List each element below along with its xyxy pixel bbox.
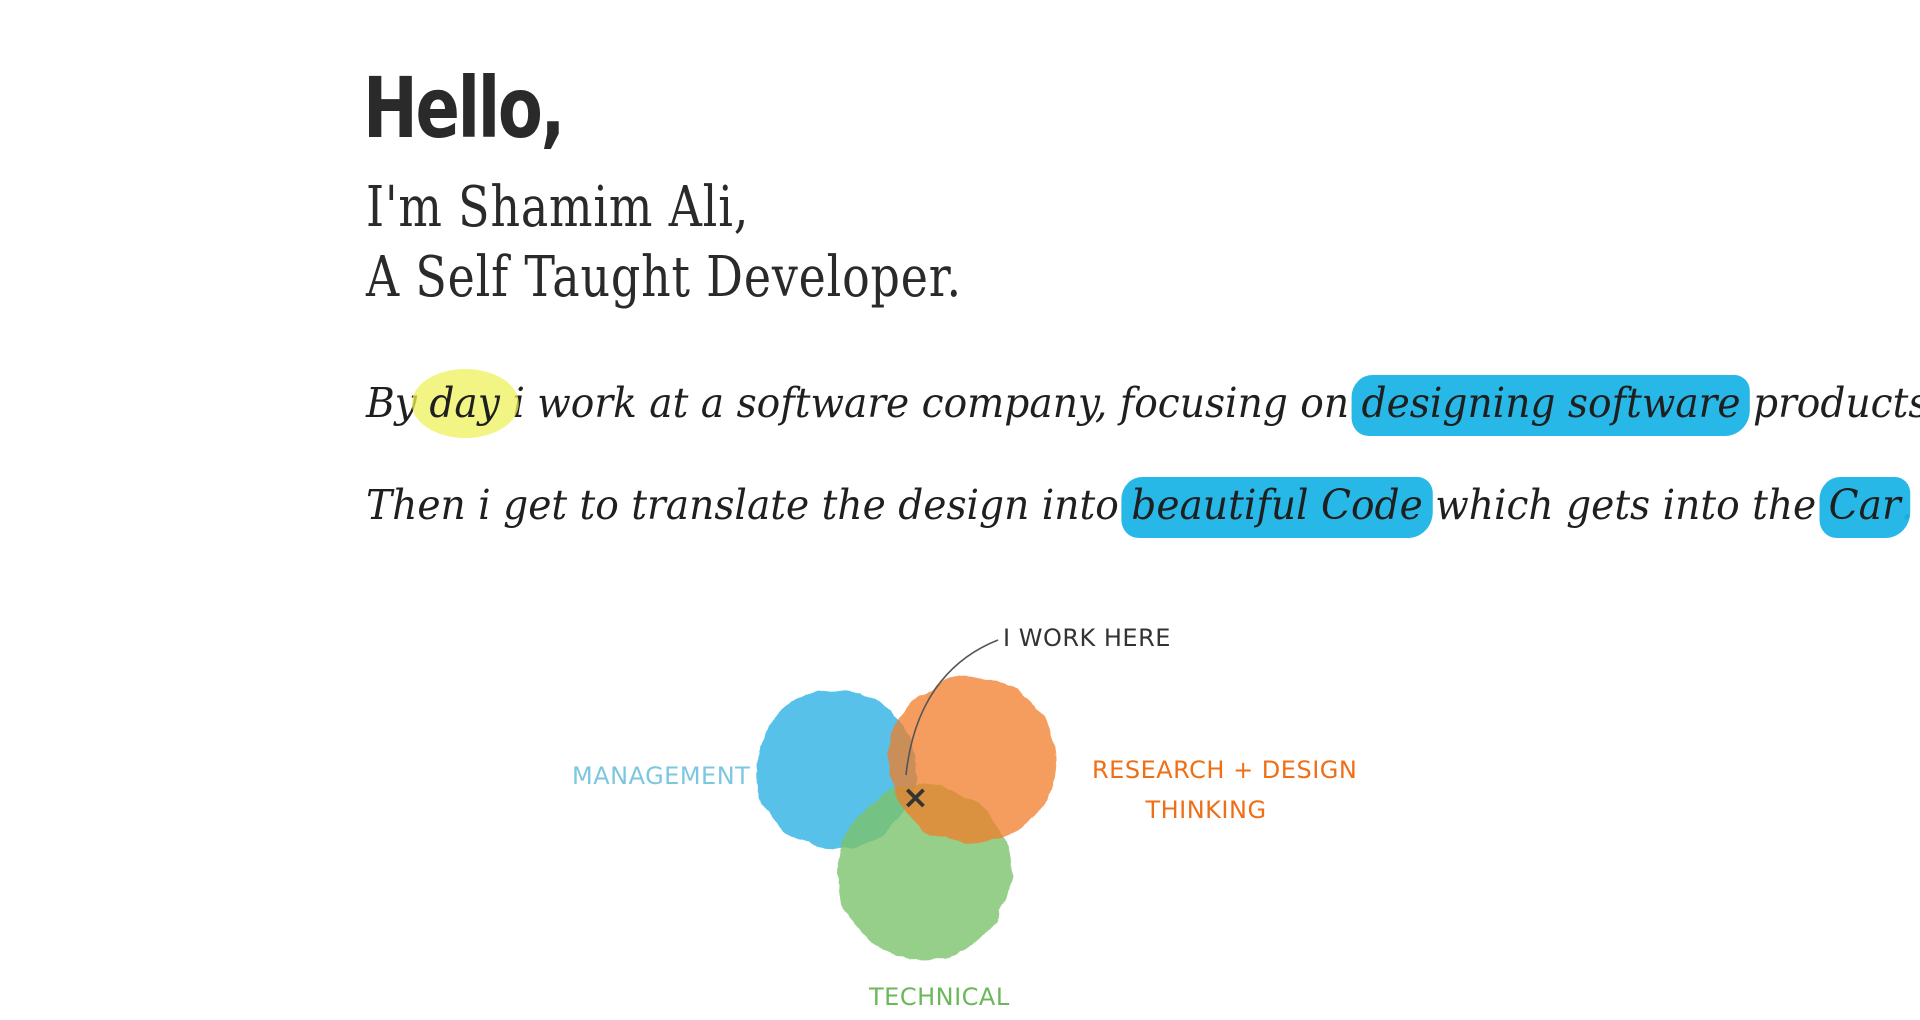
highlight-beautiful-code: beautiful Code xyxy=(1121,477,1433,538)
research-circle xyxy=(888,676,1056,844)
bio-text: Then i get to translate the design into xyxy=(366,481,1132,529)
intersection-marker: × xyxy=(902,778,929,816)
bio-line-2: Then i get to translate the design into … xyxy=(366,477,1913,538)
research-design-label-line2: THINKING xyxy=(1145,796,1267,824)
bio-line-1: By day i work at a software company, foc… xyxy=(366,369,1920,438)
highlight-day: day xyxy=(412,369,519,438)
research-design-label: RESEARCH + DESIGN THINKING xyxy=(1092,750,1358,830)
intro-name: I'm Shamim Ali, xyxy=(366,175,750,240)
bio-text: which gets into the xyxy=(1422,481,1829,529)
bio-text: i work at a software company, focusing o… xyxy=(499,379,1362,427)
management-label: MANAGEMENT xyxy=(572,762,751,790)
greeting-heading: Hello, xyxy=(363,59,565,157)
highlight-car: Car xyxy=(1819,477,1911,538)
annotation-pointer-line xyxy=(905,639,999,776)
highlight-designing-software: designing software xyxy=(1351,375,1751,436)
bio-text: products. xyxy=(1753,379,1920,427)
intro-title: A Self Taught Developer. xyxy=(366,245,962,310)
bio-text: By xyxy=(366,379,430,427)
i-work-here-label: I WORK HERE xyxy=(1003,624,1171,652)
research-design-label-line1: RESEARCH + DESIGN xyxy=(1092,756,1358,784)
technical-label: TECHNICAL xyxy=(869,983,1010,1011)
